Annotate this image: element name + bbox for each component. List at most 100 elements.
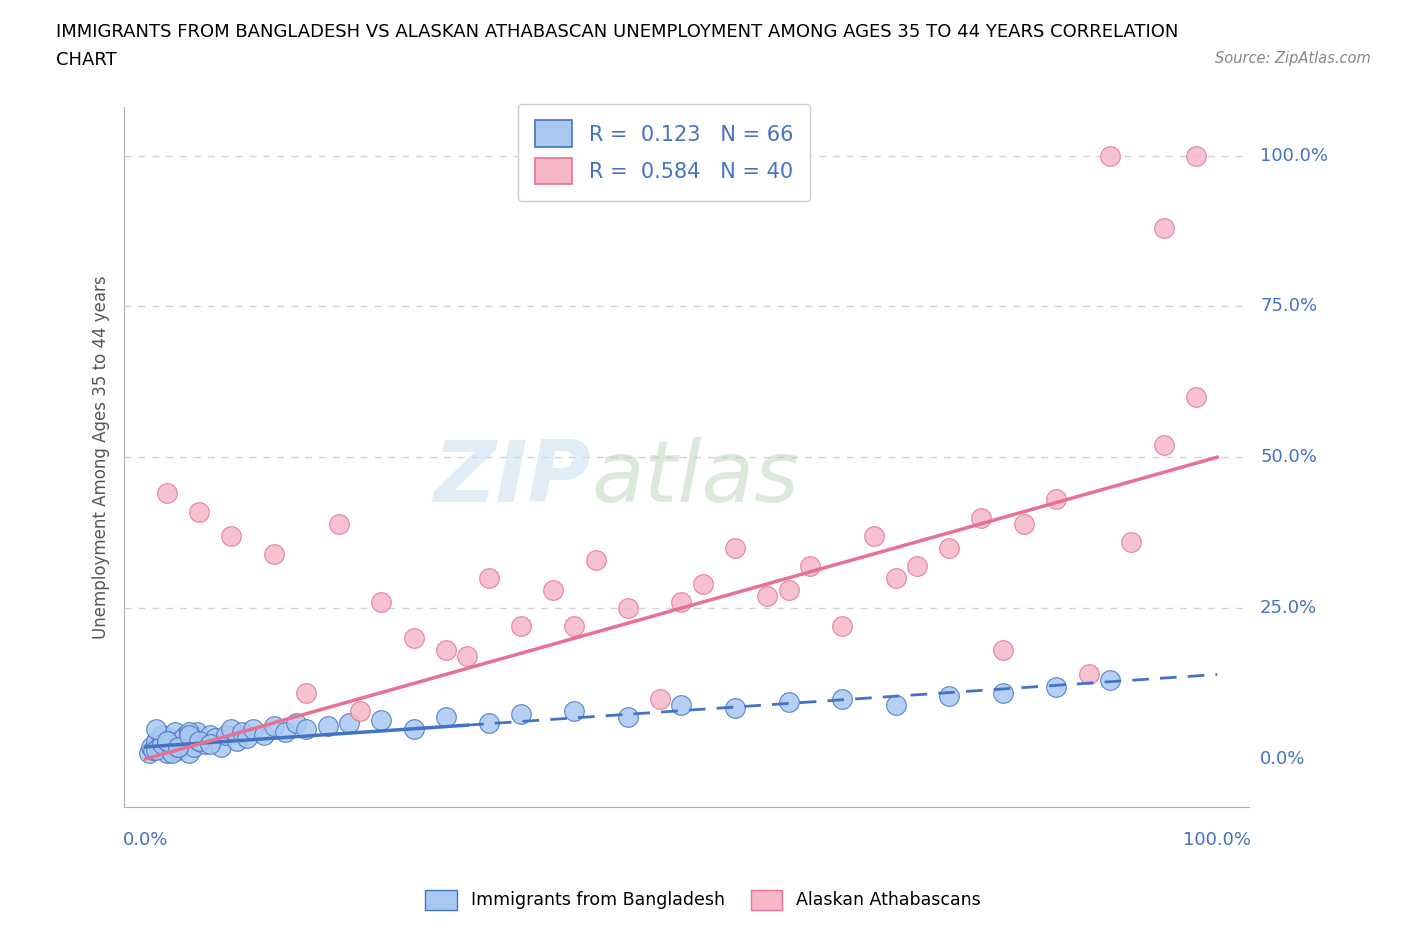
Point <box>434 710 457 724</box>
Point <box>183 739 205 754</box>
Point <box>177 746 200 761</box>
Point <box>231 724 253 739</box>
Point <box>150 727 173 742</box>
Point <box>156 486 179 501</box>
Point <box>756 589 779 604</box>
Point <box>991 685 1014 700</box>
Point <box>145 742 167 757</box>
Point <box>1153 220 1175 235</box>
Point <box>284 715 307 730</box>
Point <box>884 570 907 585</box>
Point <box>215 727 238 742</box>
Point <box>156 734 179 749</box>
Point <box>166 739 188 754</box>
Point <box>263 718 285 733</box>
Point <box>370 712 392 727</box>
Point <box>236 730 259 745</box>
Point <box>156 734 179 749</box>
Point <box>1121 534 1143 549</box>
Point <box>176 727 198 742</box>
Point <box>456 649 478 664</box>
Point <box>863 528 886 543</box>
Point <box>145 722 167 737</box>
Point <box>242 722 264 737</box>
Point <box>204 730 226 745</box>
Point <box>799 558 821 573</box>
Point <box>295 685 318 700</box>
Point <box>349 703 371 718</box>
Point <box>1099 148 1122 163</box>
Point <box>402 631 425 645</box>
Point <box>177 724 200 739</box>
Point <box>991 643 1014 658</box>
Point <box>671 594 693 609</box>
Point <box>778 582 800 597</box>
Point <box>172 737 194 751</box>
Point <box>585 552 607 567</box>
Text: 50.0%: 50.0% <box>1260 448 1317 466</box>
Point <box>509 706 531 721</box>
Point <box>724 540 747 555</box>
Point <box>156 746 179 761</box>
Point <box>157 730 180 745</box>
Point <box>142 742 165 757</box>
Point <box>221 528 243 543</box>
Point <box>274 724 297 739</box>
Text: ZIP: ZIP <box>433 437 591 520</box>
Text: 25.0%: 25.0% <box>1260 599 1317 618</box>
Text: 100.0%: 100.0% <box>1260 147 1329 165</box>
Point <box>163 724 186 739</box>
Point <box>177 727 200 742</box>
Point <box>884 698 907 712</box>
Point <box>724 700 747 715</box>
Text: 75.0%: 75.0% <box>1260 298 1317 315</box>
Point <box>509 618 531 633</box>
Text: IMMIGRANTS FROM BANGLADESH VS ALASKAN ATHABASCAN UNEMPLOYMENT AMONG AGES 35 TO 4: IMMIGRANTS FROM BANGLADESH VS ALASKAN AT… <box>56 23 1178 41</box>
Point <box>970 511 993 525</box>
Point <box>138 746 160 761</box>
Point <box>148 739 170 754</box>
Text: CHART: CHART <box>56 51 117 69</box>
Point <box>562 618 585 633</box>
Point <box>692 577 714 591</box>
Text: Source: ZipAtlas.com: Source: ZipAtlas.com <box>1215 51 1371 66</box>
Point <box>169 734 191 749</box>
Point <box>145 734 167 749</box>
Text: 0.0%: 0.0% <box>122 831 169 849</box>
Text: 0.0%: 0.0% <box>1260 750 1305 768</box>
Point <box>180 730 202 745</box>
Point <box>1184 390 1206 405</box>
Point <box>188 734 211 749</box>
Point <box>778 694 800 709</box>
Point <box>370 594 392 609</box>
Y-axis label: Unemployment Among Ages 35 to 44 years: Unemployment Among Ages 35 to 44 years <box>93 275 110 639</box>
Legend: Immigrants from Bangladesh, Alaskan Athabascans: Immigrants from Bangladesh, Alaskan Atha… <box>419 883 987 917</box>
Point <box>328 516 350 531</box>
Point <box>1153 438 1175 453</box>
Point <box>188 504 211 519</box>
Point <box>295 722 318 737</box>
Point <box>477 715 499 730</box>
Point <box>186 724 208 739</box>
Point <box>1045 492 1067 507</box>
Point <box>172 730 194 745</box>
Point <box>166 739 188 754</box>
Point <box>316 718 339 733</box>
Point <box>221 722 243 737</box>
Point <box>1184 148 1206 163</box>
Point <box>194 737 217 751</box>
Point <box>209 739 232 754</box>
Point <box>188 734 211 749</box>
Point <box>263 546 285 561</box>
Point <box>162 739 184 754</box>
Point <box>252 727 274 742</box>
Point <box>831 691 853 706</box>
Legend: R =  0.123   N = 66, R =  0.584   N = 40: R = 0.123 N = 66, R = 0.584 N = 40 <box>519 103 810 201</box>
Point <box>905 558 928 573</box>
Point <box>198 737 221 751</box>
Text: 100.0%: 100.0% <box>1184 831 1251 849</box>
Point <box>938 540 960 555</box>
Point <box>831 618 853 633</box>
Point <box>1014 516 1036 531</box>
Point <box>1077 667 1099 682</box>
